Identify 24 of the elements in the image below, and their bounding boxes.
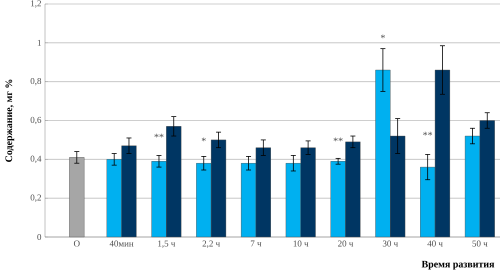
x-tick-label: 30 ч (382, 240, 398, 247)
y-tick-label: 1 (38, 40, 41, 46)
annotation: * (380, 34, 385, 38)
x-tick-label: 50 ч (472, 240, 488, 247)
y-tick-label: 0,4 (30, 156, 42, 163)
x-tick-label: 10 ч (294, 240, 308, 247)
y-tick-label: 0 (37, 234, 42, 240)
y-tick-label: 1,2 (31, 0, 41, 8)
annotation: ** (423, 132, 432, 136)
x-tick-label: 40мин (110, 240, 134, 247)
annotation: ** (334, 138, 343, 142)
y-tick-label: 0,8 (30, 78, 42, 86)
x-tick-label: 7 ч (250, 240, 262, 246)
x-tick-label: О (74, 240, 80, 247)
y-tick-label: 0,6 (30, 116, 42, 124)
x-tick-label: 40 ч (427, 240, 443, 247)
y-tick-label: 0,2 (30, 194, 41, 202)
y-axis-title: Содержание, мг % (5, 80, 14, 162)
annotation: * (202, 138, 206, 142)
x-tick-label: 1,5 ч (158, 240, 176, 248)
x-tick-label: 2,2 ч (202, 240, 220, 248)
annotation: ** (154, 134, 164, 138)
x-axis-title: Время развития (422, 260, 494, 270)
x-tick-label: 20 ч (338, 240, 354, 247)
